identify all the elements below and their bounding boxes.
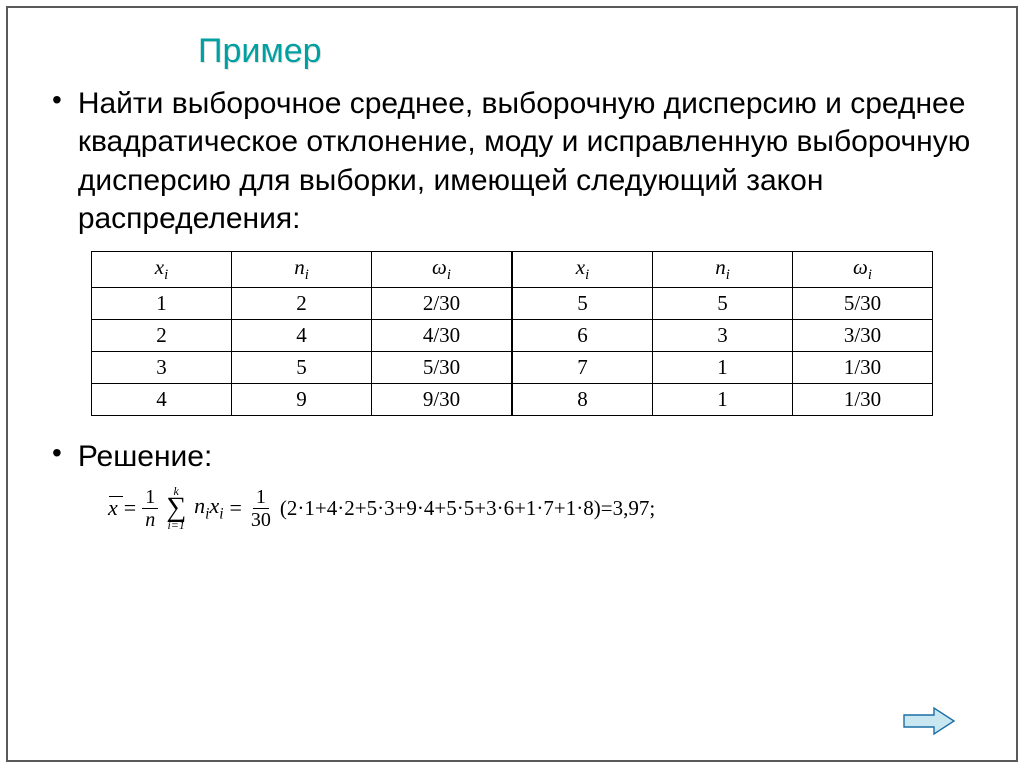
table-row: xi ni ωi [92, 251, 512, 287]
col-header-x: xi [513, 251, 653, 287]
expansion-expression: (2·1+4·2+5·3+9·4+5·5+3·6+1·7+1·8)=3,97; [280, 496, 655, 521]
col-header-w: ωi [372, 251, 512, 287]
slide-frame: Пример • Найти выборочное среднее, выбор… [6, 6, 1018, 762]
page-title: Пример [198, 32, 976, 71]
table-row: 244/30 [92, 319, 512, 351]
arrow-right-icon [902, 706, 956, 736]
sigma-symbol: k ∑ i=1 [166, 486, 186, 530]
table-row: xi ni ωi [513, 251, 933, 287]
bullet-problem: • Найти выборочное среднее, выборочную д… [48, 85, 976, 239]
bullet-solution-text: Решение: [78, 438, 976, 476]
formula-mean: x = 1 n k ∑ i=1 nixi = 1 30 (2·1+4·2+5·3… [108, 486, 976, 530]
fraction-1-over-30: 1 30 [248, 487, 274, 530]
col-header-n: ni [653, 251, 793, 287]
bullet-dot: • [52, 85, 62, 116]
sum-term: nixi [194, 493, 223, 523]
table-row: 711/30 [513, 351, 933, 383]
table-row: 811/30 [513, 383, 933, 415]
table-left: xi ni ωi 122/30 244/30 355/30 499/30 [91, 251, 512, 416]
x-bar-symbol: x [108, 495, 118, 521]
fraction-1-over-n: 1 n [142, 487, 158, 530]
next-arrow-button[interactable] [902, 706, 956, 736]
bullet-dot: • [52, 438, 62, 469]
table-row: 555/30 [513, 287, 933, 319]
col-header-n: ni [232, 251, 372, 287]
table-right: xi ni ωi 555/30 633/30 711/30 811/30 [512, 251, 933, 416]
table-row: 122/30 [92, 287, 512, 319]
bullet-solution: • Решение: [48, 438, 976, 476]
col-header-x: xi [92, 251, 232, 287]
table-row: 499/30 [92, 383, 512, 415]
bullet-problem-text: Найти выборочное среднее, выборочную дис… [78, 85, 976, 239]
table-row: 355/30 [92, 351, 512, 383]
col-header-w: ωi [793, 251, 933, 287]
table-row: 633/30 [513, 319, 933, 351]
data-tables: xi ni ωi 122/30 244/30 355/30 499/30 xi … [48, 251, 976, 416]
